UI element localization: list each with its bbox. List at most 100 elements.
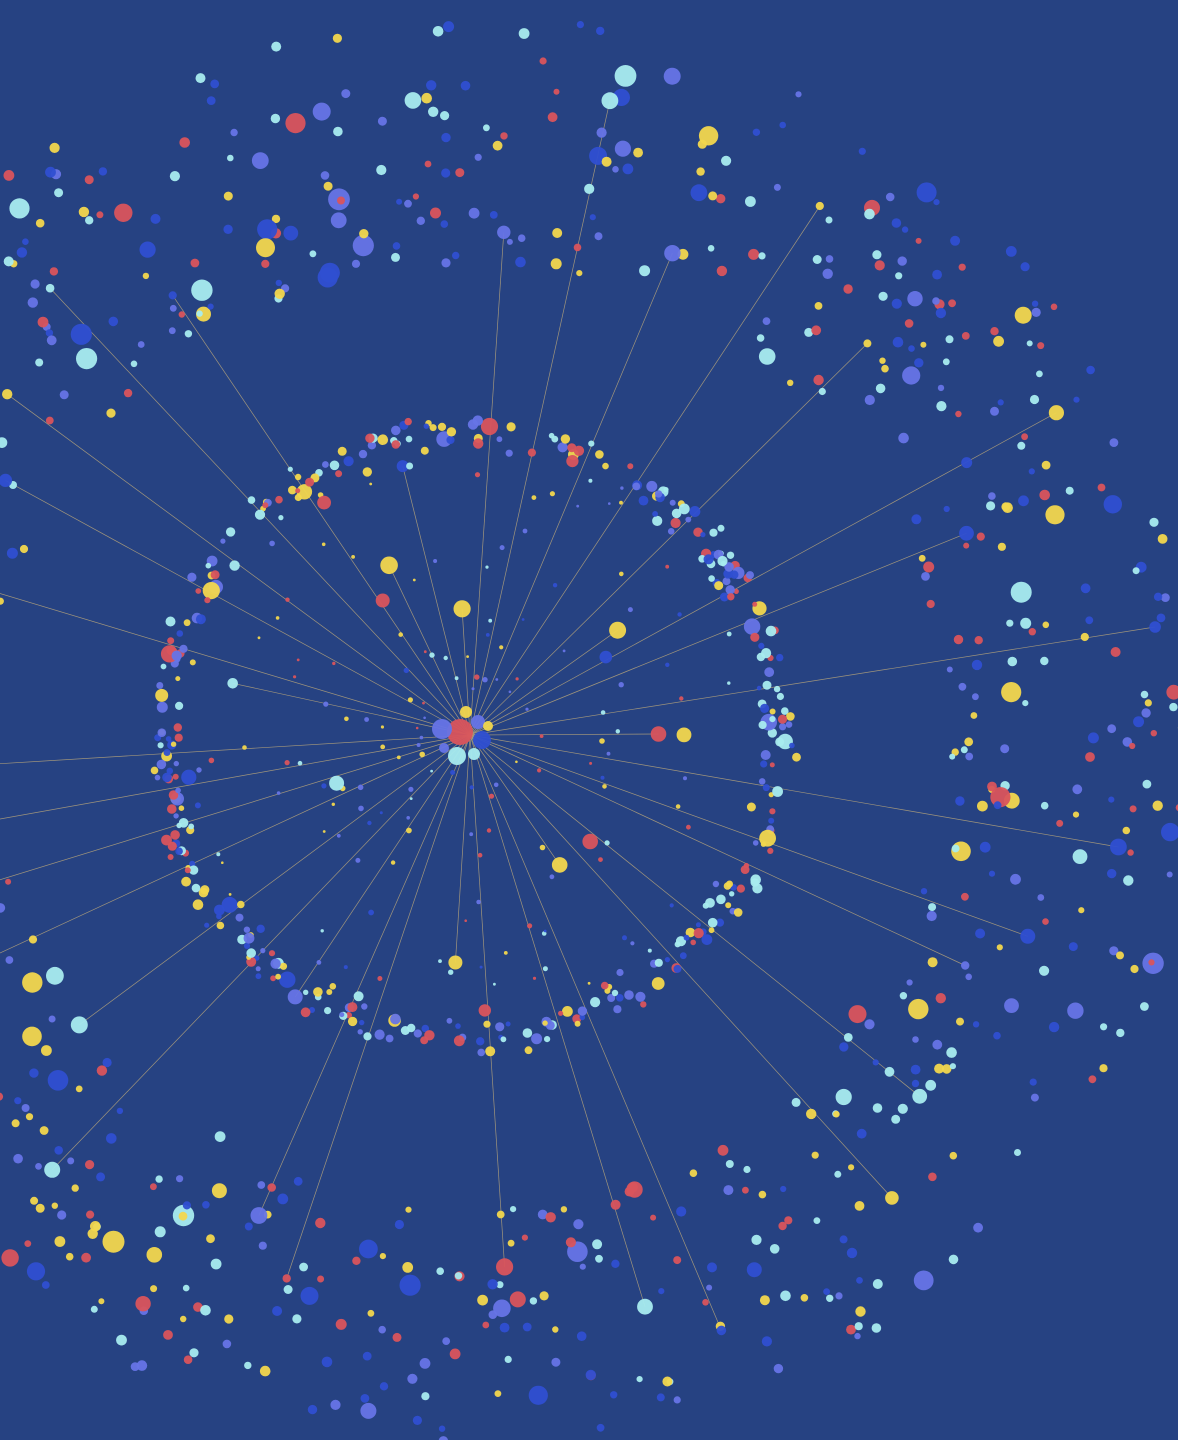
inner-node	[685, 516, 692, 523]
outer-node	[1021, 433, 1028, 441]
outer-node	[690, 184, 708, 202]
outer-node	[272, 1306, 283, 1316]
inner-node	[183, 619, 191, 627]
outer-node	[360, 1394, 370, 1403]
outer-node	[716, 265, 728, 277]
edge-endpoint-node	[287, 989, 303, 1005]
inner-node	[336, 833, 341, 838]
outer-node	[257, 219, 278, 240]
outer-node	[211, 1183, 227, 1199]
outer-node	[949, 1063, 957, 1070]
edge	[469, 532, 967, 736]
outer-node	[545, 1212, 556, 1223]
inner-node	[543, 929, 547, 933]
outer-node	[1065, 486, 1074, 495]
inner-node	[398, 632, 404, 637]
inner-node	[485, 633, 490, 637]
inner-node	[344, 716, 349, 722]
inner-node	[776, 653, 784, 662]
outer-node	[864, 1019, 875, 1030]
inner-node	[677, 612, 682, 617]
inner-node	[708, 575, 715, 582]
outer-node	[6, 547, 18, 559]
outer-node	[854, 1332, 861, 1340]
outer-node	[1110, 647, 1121, 657]
inner-node	[403, 667, 409, 674]
inner-node	[320, 929, 324, 933]
outer-node	[872, 250, 882, 260]
inner-node	[243, 926, 251, 933]
inner-node	[622, 935, 627, 941]
outer-node	[1107, 724, 1117, 734]
edge-endpoint-node	[716, 1325, 727, 1336]
edge	[469, 734, 966, 966]
hub-node	[483, 721, 493, 731]
edge	[469, 412, 1057, 736]
outer-node	[584, 183, 595, 194]
inner-node	[329, 775, 345, 791]
inner-node	[654, 958, 663, 967]
outer-node	[990, 406, 999, 416]
inner-node	[627, 463, 634, 470]
edge-endpoint-node	[650, 726, 667, 742]
edge-endpoint-node	[168, 291, 177, 300]
outer-node	[573, 1219, 584, 1230]
outer-node	[1067, 1002, 1084, 1019]
outer-node	[78, 206, 90, 218]
outer-node	[163, 1330, 173, 1340]
edge-endpoint-node	[448, 955, 463, 970]
outer-node	[396, 198, 403, 205]
inner-node	[420, 446, 429, 455]
outer-node	[452, 251, 460, 260]
outer-node	[392, 1332, 402, 1342]
outer-node	[773, 183, 781, 191]
outer-node	[67, 1157, 75, 1165]
outer-node	[426, 80, 437, 91]
edge	[469, 734, 1119, 848]
inner-node	[364, 717, 369, 722]
outer-node	[178, 311, 185, 318]
inner-node	[542, 1020, 548, 1026]
outer-node	[424, 160, 432, 168]
outer-node	[210, 1258, 222, 1270]
inner-node	[256, 924, 265, 933]
inner-node	[294, 473, 302, 481]
outer-node	[0, 437, 8, 448]
inner-node	[285, 597, 290, 602]
inner-node	[375, 593, 390, 608]
inner-node	[686, 824, 691, 830]
inner-node	[172, 773, 179, 780]
inner-node	[599, 650, 613, 664]
outer-node	[1017, 441, 1026, 450]
outer-node	[1130, 964, 1139, 974]
inner-node	[419, 735, 424, 740]
outer-node	[214, 1131, 226, 1142]
outer-node	[1031, 307, 1041, 317]
outer-node	[1161, 593, 1170, 602]
inner-node	[589, 761, 593, 765]
outer-node	[1142, 779, 1152, 789]
inner-node	[611, 989, 619, 997]
inner-node	[466, 655, 469, 658]
outer-node	[114, 203, 133, 222]
outer-node	[317, 267, 338, 288]
outer-node	[1042, 918, 1049, 925]
outer-node	[650, 1214, 657, 1221]
outer-node	[5, 878, 12, 885]
outer-node	[492, 140, 503, 151]
outer-node	[537, 1209, 548, 1220]
inner-node	[493, 782, 499, 788]
outer-node	[57, 1210, 67, 1220]
outer-node	[271, 41, 282, 52]
outer-node	[1014, 306, 1032, 324]
outer-node	[752, 128, 761, 136]
outer-node	[1001, 682, 1022, 703]
outer-node	[935, 307, 947, 319]
inner-node	[667, 528, 675, 535]
inner-node	[157, 742, 164, 749]
outer-node	[778, 1221, 787, 1231]
outer-node	[206, 1234, 215, 1244]
inner-node	[613, 1005, 622, 1014]
inner-node	[429, 652, 435, 658]
outer-node	[202, 1201, 210, 1209]
